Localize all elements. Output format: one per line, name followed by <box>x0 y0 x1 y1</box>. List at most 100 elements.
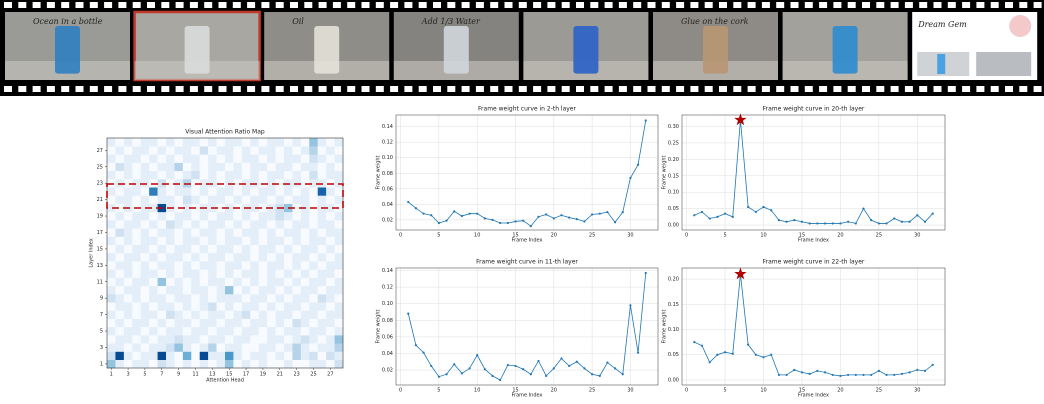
heat-cell <box>199 228 209 237</box>
heat-cell <box>258 359 268 369</box>
y-tick-label: 11 <box>97 279 103 285</box>
x-tick-label: 10 <box>760 233 766 239</box>
heat-cell <box>233 294 243 303</box>
heat-cell <box>166 179 175 188</box>
heat-cell <box>107 302 116 311</box>
heat-cell <box>123 236 133 245</box>
heat-cell <box>258 318 268 328</box>
heat-cell <box>107 277 116 287</box>
heat-cell <box>241 170 251 180</box>
heat-cell <box>317 211 327 221</box>
heat-cell <box>166 326 175 336</box>
heat-cell <box>284 310 293 319</box>
heat-cell <box>233 261 243 270</box>
heat-cell <box>199 285 209 295</box>
heat-cell <box>166 253 175 262</box>
heat-cell <box>292 170 302 180</box>
heat-cell <box>233 146 243 155</box>
heat-cell <box>107 335 116 344</box>
sprocket-hole <box>561 86 570 92</box>
heat-cell <box>292 277 302 287</box>
heat-cell <box>284 244 293 254</box>
heat-cell <box>115 359 125 369</box>
frame-object <box>184 26 210 74</box>
heat-cell <box>216 195 226 204</box>
point <box>777 219 780 222</box>
heat-cell <box>284 170 293 180</box>
heat-cell <box>199 335 209 344</box>
plot-frame <box>681 267 946 386</box>
point <box>823 371 827 374</box>
heat-cell <box>300 211 310 221</box>
heat-cell <box>166 285 175 295</box>
point <box>823 222 827 225</box>
heat-cell <box>216 318 226 328</box>
heat-cell <box>275 170 285 180</box>
sprocket-hole <box>776 2 785 8</box>
point <box>816 369 819 372</box>
frame-caption: Add 1/3 Water <box>421 17 481 26</box>
heat-cell <box>208 187 217 196</box>
point <box>575 360 578 363</box>
heat-cell <box>334 335 344 344</box>
heat-cell <box>149 269 158 278</box>
y-tick-label: 21 <box>97 197 103 203</box>
heat-cell <box>216 228 226 237</box>
heat-cell <box>317 236 327 245</box>
heat-cell <box>267 253 276 262</box>
heat-cell <box>258 326 268 336</box>
point <box>606 211 609 214</box>
sprocket-hole <box>318 86 327 92</box>
sprocket-hole <box>962 2 971 8</box>
heat-cell <box>140 285 150 295</box>
sprocket-hole <box>719 86 727 92</box>
y-tick-label: 17 <box>97 230 103 236</box>
sprocket-hole <box>761 2 770 8</box>
heat-cell <box>258 343 268 352</box>
point <box>785 220 788 223</box>
point <box>414 207 418 210</box>
heat-cell <box>182 154 192 163</box>
x-axis-label: Frame Index <box>512 393 543 399</box>
heat-cell <box>149 261 158 270</box>
heat-cell <box>140 310 150 319</box>
heat-cell <box>225 170 234 180</box>
heat-cell <box>309 244 318 254</box>
heat-cell <box>309 228 318 237</box>
point <box>453 210 456 213</box>
sprocket-hole <box>89 2 98 8</box>
y-tick-label: 0.06 <box>382 334 393 340</box>
heat-cell <box>292 228 302 237</box>
heat-cell <box>123 179 133 188</box>
heat-cell <box>107 294 116 303</box>
heat-cell <box>191 220 200 229</box>
heat-cell <box>275 359 285 369</box>
sprocket-hole <box>461 86 470 92</box>
heat-cell <box>216 203 226 213</box>
heat-cell <box>132 211 141 221</box>
x-tick-label: 20 <box>551 388 557 394</box>
heat-cell <box>241 310 251 319</box>
heat-cell <box>309 335 318 344</box>
heat-cell <box>182 228 192 237</box>
heat-cell <box>182 138 192 147</box>
sprocket-hole <box>261 86 270 92</box>
x-axis-label: Frame Index <box>798 238 829 244</box>
sprocket-hole <box>404 86 413 92</box>
heat-cell <box>157 146 167 155</box>
point <box>877 369 880 372</box>
point <box>893 217 896 220</box>
y-tick-label: 0.14 <box>382 124 393 130</box>
heat-cell <box>182 351 192 360</box>
heat-cell <box>233 138 243 147</box>
heat-cell <box>300 285 310 295</box>
x-tick-label: 0 <box>685 233 688 239</box>
heat-cell <box>233 187 243 196</box>
y-tick-label: 0.02 <box>382 217 393 223</box>
heat-cell <box>292 335 302 344</box>
heat-cell <box>267 179 276 188</box>
point <box>923 369 927 372</box>
heat-cell <box>123 244 133 254</box>
heat-cell <box>258 146 268 155</box>
sprocket-hole <box>332 86 341 92</box>
